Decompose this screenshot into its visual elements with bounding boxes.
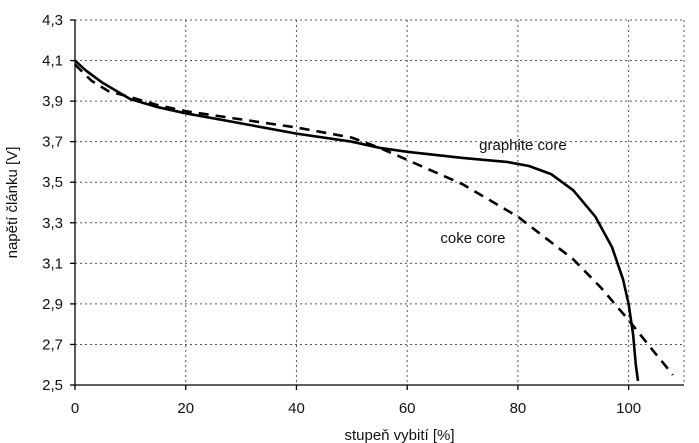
series-annotation: coke core [440,230,505,247]
grid-layer [75,19,685,385]
series-annotation: graphite core [479,137,567,154]
y-tick-label: 3,7 [42,134,63,151]
annotations: graphite core coke core [440,137,566,247]
y-tick-label: 3,5 [42,174,63,191]
y-tick-label: 3,9 [42,93,63,110]
y-tick-label: 2,9 [42,296,63,313]
x-tick-label: 80 [510,400,527,417]
series-layer [74,59,674,382]
y-tick-label: 3,1 [42,255,63,272]
y-tick-label: 2,5 [42,377,63,394]
y-axis-label: napětí článku [V] [4,147,21,259]
x-tick-label: 40 [288,400,305,417]
x-axis-label: stupeň vybití [%] [344,427,454,443]
x-tick-label: 0 [71,400,79,417]
x-tick-label: 60 [399,400,416,417]
y-tick-label: 4,3 [42,12,63,29]
axes-layer [70,19,684,390]
y-tick-label: 3,3 [42,215,63,232]
x-tick-label: 100 [616,400,641,417]
y-tick-label: 4,1 [42,53,63,70]
tick-labels: 0 20 40 60 80 100 2,5 2,7 2,9 3,1 3,3 3,5 3,7 3,9 4,1 4… [42,12,641,417]
series-line-coke-core [74,63,674,376]
y-tick-label: 2,7 [42,336,63,353]
series-line-graphite-core [74,59,640,382]
x-tick-label: 20 [177,400,194,417]
